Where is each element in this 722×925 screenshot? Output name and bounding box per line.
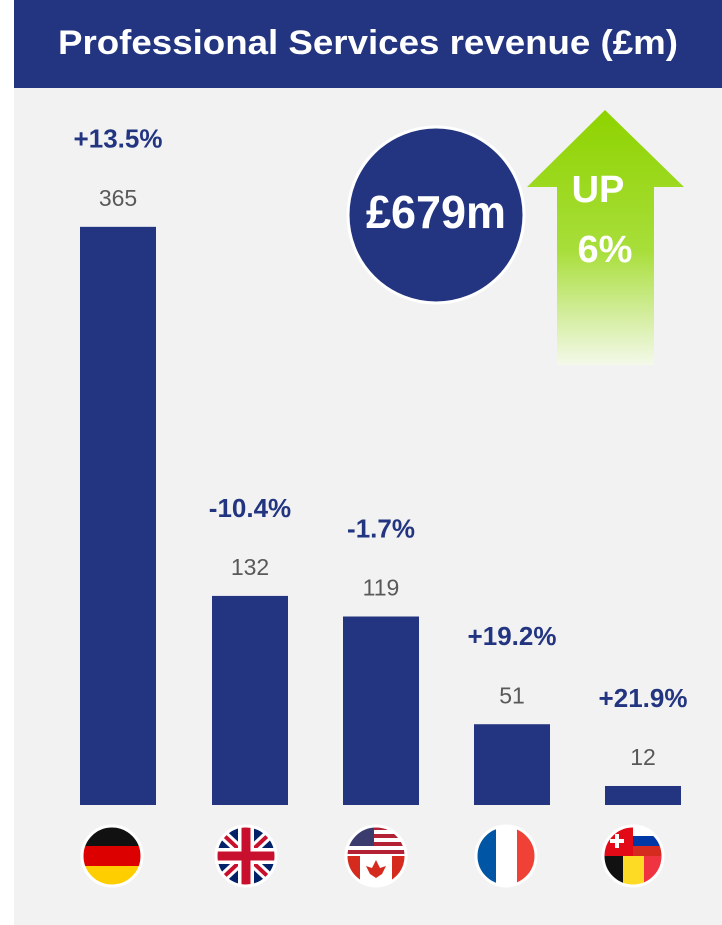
value-label: 365 (99, 185, 137, 211)
flag-germany (80, 824, 144, 888)
change-label: +21.9% (599, 683, 688, 713)
arrow-text: 6% (578, 229, 633, 271)
value-label: 132 (231, 554, 269, 580)
up-arrow (527, 110, 684, 365)
badge-circle (346, 125, 526, 305)
header (14, 0, 722, 88)
bar (343, 616, 419, 805)
bar (474, 724, 550, 805)
arrow-text: UP (572, 169, 625, 211)
flag-france (474, 824, 538, 888)
change-label: +19.2% (468, 621, 557, 651)
value-label: 12 (630, 744, 656, 770)
change-label: -10.4% (209, 493, 291, 523)
flag-us-canada (344, 824, 408, 888)
change-label: +13.5% (74, 124, 163, 154)
value-label: 51 (499, 682, 525, 708)
bar (212, 595, 288, 805)
bar (80, 226, 156, 806)
bar (605, 785, 681, 805)
flag-other (601, 824, 665, 888)
flag-uk (214, 824, 278, 888)
chart-title: Professional Services revenue (£m) (58, 24, 678, 62)
change-label: -1.7% (347, 513, 415, 543)
value-label: 119 (363, 575, 400, 601)
badge-text: £679m (366, 186, 506, 238)
